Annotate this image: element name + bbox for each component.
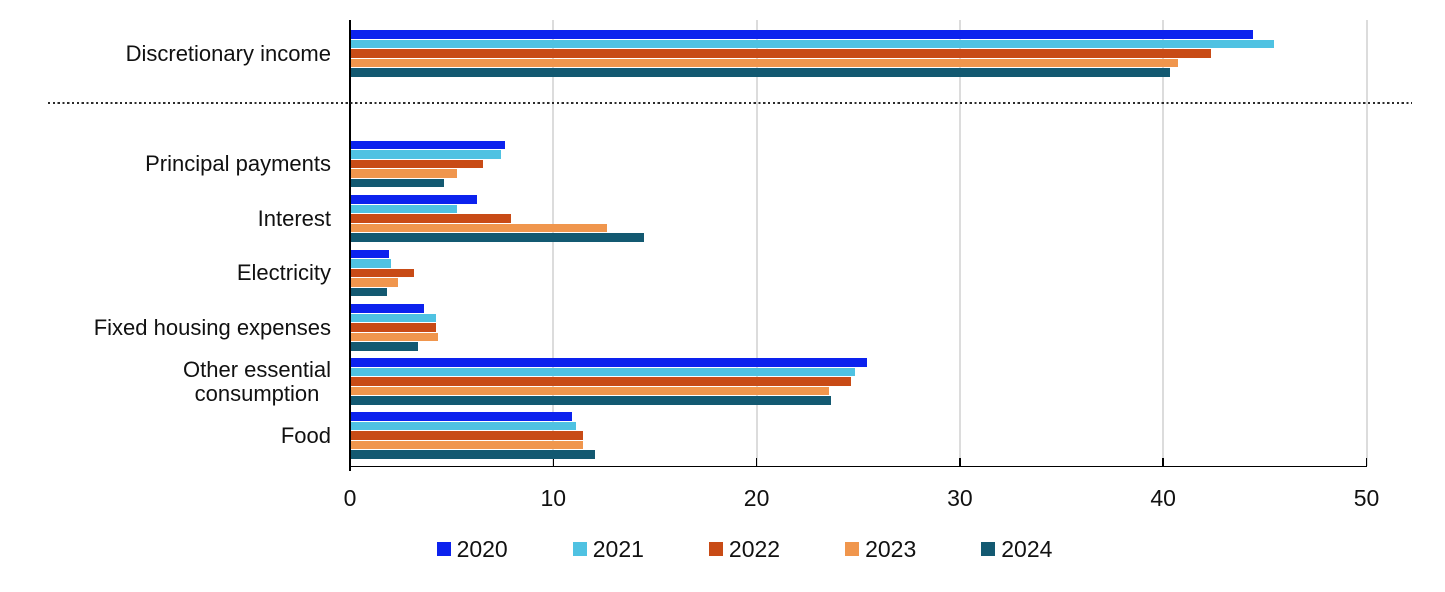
bar-2023-electricity — [350, 278, 398, 287]
legend-item-2023: 2023 — [845, 537, 916, 561]
legend-item-2021: 2021 — [572, 536, 644, 562]
legend-swatch-2023 — [845, 542, 860, 556]
x-tick-label-30: 30 — [947, 485, 973, 511]
legend-swatch-2021 — [572, 542, 587, 556]
legend-label-2023: 2023 — [865, 536, 917, 562]
category-label-discretionary-income: Discretionary income — [125, 40, 331, 66]
legend-item-2020: 2020 — [436, 536, 508, 562]
x-axis-line — [349, 465, 1367, 468]
category-label-other-essential-consumption: Other essential consumption — [183, 356, 331, 406]
bar-2021-electricity — [350, 259, 392, 268]
gridline-x-10 — [552, 20, 555, 466]
y-axis-line — [349, 20, 351, 471]
bar-2024-principal-payments — [350, 178, 445, 188]
x-tick-label-50: 50 — [1353, 485, 1380, 511]
x-tick-30 — [959, 457, 961, 466]
bar-2021-other-essential-consumption — [350, 367, 855, 377]
x-tick-label-0: 0 — [343, 485, 357, 511]
bar-2021-discretionary-income — [350, 39, 1274, 49]
bar-2024-fixed-housing-expenses — [350, 342, 418, 351]
legend-swatch-2022 — [708, 542, 723, 556]
legend-swatch-2020 — [436, 542, 451, 556]
bar-2023-other-essential-consumption — [350, 386, 829, 396]
x-tick-40 — [1162, 457, 1164, 466]
legend-swatch-2024 — [981, 542, 996, 556]
gridline-x-40 — [1162, 20, 1165, 466]
bar-2021-food — [350, 421, 577, 431]
bar-2023-principal-payments — [350, 169, 457, 178]
bar-2022-food — [350, 431, 583, 440]
gridline-x-50 — [1365, 20, 1368, 466]
bar-2021-fixed-housing-expenses — [350, 313, 437, 323]
category-label-principal-payments: Principal payments — [145, 151, 331, 176]
bar-2020-other-essential-consumption — [350, 358, 868, 367]
legend-label-2021: 2021 — [592, 536, 644, 562]
bar-2020-interest — [350, 195, 477, 204]
x-tick-label-20: 20 — [743, 485, 770, 511]
x-tick-label-10: 10 — [540, 485, 567, 511]
bar-2022-principal-payments — [350, 159, 483, 169]
separator-dotted-line — [48, 102, 1412, 105]
bar-2024-other-essential-consumption — [350, 396, 831, 405]
bar-2023-discretionary-income — [350, 58, 1179, 68]
bar-2020-electricity — [350, 249, 390, 259]
legend-item-2024: 2024 — [981, 537, 1052, 561]
bar-2020-principal-payments — [350, 140, 506, 150]
x-tick-50 — [1365, 457, 1368, 466]
x-tick-label-40: 40 — [1150, 485, 1176, 511]
bar-2022-electricity — [350, 268, 414, 278]
gridline-x-20 — [755, 20, 758, 466]
bar-2020-discretionary-income — [350, 30, 1254, 39]
bar-2022-other-essential-consumption — [350, 377, 851, 386]
bar-2023-interest — [350, 223, 607, 233]
legend: 2020 2021 2022 2023 2024 — [0, 537, 1445, 561]
gridline-x-30 — [958, 20, 961, 466]
legend-label-2020: 2020 — [456, 536, 508, 562]
bar-2022-fixed-housing-expenses — [350, 323, 437, 332]
bar-2023-fixed-housing-expenses — [350, 332, 439, 342]
bar-2021-principal-payments — [350, 150, 502, 159]
category-label-electricity: Electricity — [236, 260, 331, 285]
x-tick-10 — [552, 457, 555, 466]
bar-2021-interest — [350, 204, 457, 214]
bar-2020-fixed-housing-expenses — [350, 304, 424, 313]
legend-label-2022: 2022 — [728, 536, 781, 562]
bar-2024-electricity — [350, 287, 388, 297]
bar-2024-discretionary-income — [350, 68, 1171, 77]
bar-2023-food — [350, 440, 583, 450]
x-tick-20 — [755, 457, 758, 466]
bar-2020-food — [350, 412, 573, 421]
category-label-interest: Interest — [257, 205, 331, 231]
legend-item-2022: 2022 — [708, 536, 781, 562]
bar-2024-food — [350, 450, 595, 459]
legend-label-2024: 2024 — [1001, 536, 1053, 562]
bar-2022-discretionary-income — [350, 49, 1211, 58]
category-label-food: Food — [280, 422, 331, 448]
category-label-fixed-housing-expenses: Fixed housing expenses — [93, 314, 331, 340]
bar-2024-interest — [350, 233, 644, 242]
bar-2022-interest — [350, 214, 512, 223]
